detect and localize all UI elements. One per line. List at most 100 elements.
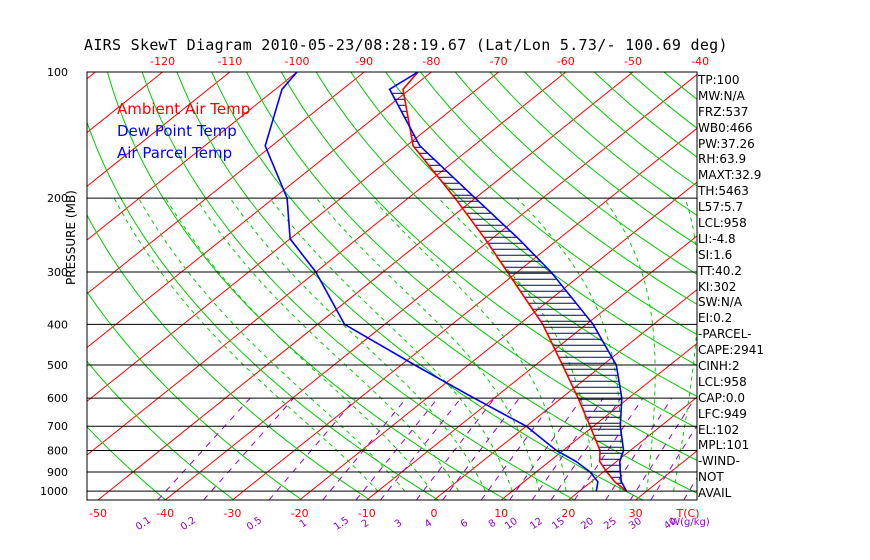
stat-item: -WIND- [698,454,740,469]
pressure-tick-label: 1000 [40,485,68,498]
dry-adiabat [280,72,697,429]
dry-adiabat [106,72,507,500]
stat-item: LFC:949 [698,406,747,421]
isotherm [87,72,298,241]
mixing-ratio-tick-label: 0.5 [245,515,264,533]
top-temp-tick-label: -80 [422,55,440,68]
mixing-ratio-line [268,397,357,500]
mixing-ratio-line [550,397,622,500]
legend-ambient: Ambient Air Temp [117,100,251,118]
mixing-ratio-unit-label: W(g/kg) [670,517,710,528]
temp-tick-label: 20 [561,507,575,520]
temp-tick-label: 30 [629,507,643,520]
stat-item: TH:5463 [698,184,749,199]
dry-adiabat [87,120,439,500]
mixing-ratio-line [480,397,556,500]
top-temp-tick-label: -90 [355,55,373,68]
moist-adiabat [138,197,406,492]
temp-unit-label: T(C) [676,507,700,520]
stat-item: TT:40.2 [698,263,742,278]
stat-item: FRZ:537 [698,104,749,119]
stat-item: LCL:958 [698,374,747,389]
moist-adiabat [673,198,697,492]
temp-tick-label: -30 [223,507,241,520]
isotherm [568,396,697,500]
temp-tick-label: -50 [89,507,107,520]
mixing-ratio-tick-label: 2 [360,518,372,531]
pressure-tick-label: 600 [47,392,68,405]
stat-item: WB0:466 [698,120,753,135]
moist-adiabat [113,197,379,492]
temp-tick-label: -40 [156,507,174,520]
isotherm [87,72,231,187]
isotherm [299,181,697,500]
isotherm [87,72,365,295]
mixing-ratio-tick-label: 8 [487,518,499,531]
moist-adiabat [438,197,594,492]
isotherm [366,235,697,500]
isotherm [87,72,96,80]
stat-item: L57:5.7 [698,200,744,215]
stat-item: CINH:2 [698,359,740,374]
mixing-ratio-tick-label: 6 [459,518,471,531]
stat-item: MAXT:32.9 [698,168,762,183]
mixing-ratio-line [203,397,295,500]
pressure-tick-label: 900 [47,466,68,479]
dry-adiabat [246,72,697,461]
page-title: AIRS SkewT Diagram 2010-05-23/08:28:19.6… [84,36,728,54]
temp-tick-label: 10 [494,507,508,520]
dry-adiabat [87,360,235,500]
mixing-ratio-tick-label: 1 [298,518,310,531]
stat-item: RH:63.9 [698,152,747,167]
top-temp-tick-label: -60 [557,55,575,68]
top-temp-tick-label: -70 [490,55,508,68]
stat-item: LI:-4.8 [698,231,736,246]
mixing-ratio-tick-label: 12 [528,516,545,532]
y-axis-label: PRESSURE (MB) [64,190,78,285]
legend-dewpoint: Dew Point Temp [117,122,237,140]
dry-adiabat [350,72,697,366]
mixing-ratio-line [322,397,407,500]
mixing-ratio-line [531,397,604,500]
mixing-ratio-line [509,397,583,500]
isotherm [87,72,499,402]
top-temp-tick-label: -110 [217,55,242,68]
isotherm [87,72,432,349]
dry-adiabat [385,72,697,336]
dry-adiabat [87,426,167,500]
dry-adiabat [211,72,697,494]
top-temp-tick-label: -100 [285,55,310,68]
pressure-tick-label: 200 [47,192,68,205]
temp-tick-label: -10 [358,507,376,520]
stat-item: MW:N/A [698,88,745,103]
stat-item: LCL:958 [698,216,747,231]
stat-item: -PARCEL- [698,327,752,342]
mixing-ratio-line [415,397,495,500]
stat-item: CAPE:2941 [698,343,764,358]
temp-tick-label: -20 [291,507,309,520]
plot-frame [86,71,698,501]
mixing-ratio-line [355,397,439,500]
pressure-tick-label: 300 [47,266,68,279]
dry-adiabat [87,214,371,500]
temp-tick-label: 0 [431,507,438,520]
legend-parcel: Air Parcel Temp [117,144,233,162]
top-temp-tick-label: -40 [691,55,709,68]
stat-item: PW:37.26 [698,136,755,151]
top-temp-tick-label: -120 [150,55,175,68]
mixing-ratio-tick-label: 25 [602,516,619,532]
moist-adiabat [165,197,433,492]
mixing-ratio-tick-label: 0.1 [134,515,153,533]
top-temp-tick-label: -50 [624,55,642,68]
pressure-tick-label: 500 [47,359,68,372]
moist-adiabat [603,197,656,492]
mixing-ratio-line [380,397,462,500]
dry-adiabat [176,72,644,500]
isotherm [87,72,567,456]
mixing-ratio-line [574,397,644,500]
dry-adiabat [141,72,575,500]
dry-adiabat [315,72,697,398]
stat-item: EI:0.2 [698,311,733,326]
mixing-ratio-tick-label: 4 [423,518,435,531]
